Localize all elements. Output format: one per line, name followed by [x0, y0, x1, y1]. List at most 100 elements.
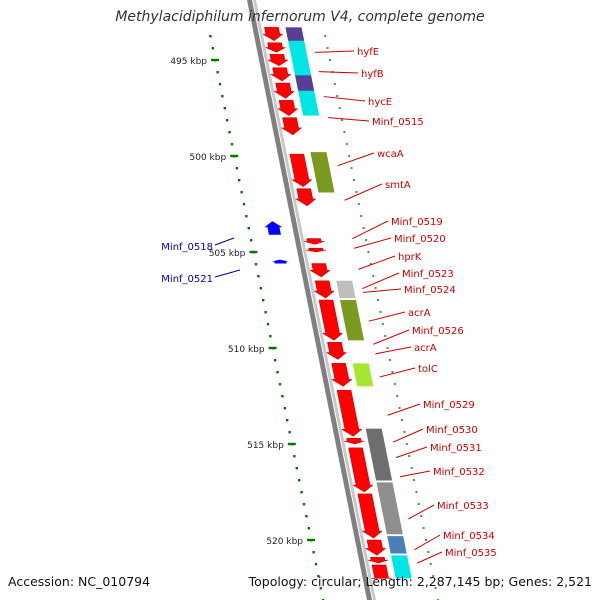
- track-dot: [240, 191, 243, 194]
- scale-tick: [211, 58, 219, 62]
- forward-gene-arrow: [273, 82, 295, 99]
- track-dot: [403, 431, 406, 433]
- forward-gene-arrow: [357, 493, 383, 539]
- track-dot: [415, 491, 418, 493]
- track-dot: [324, 35, 327, 37]
- track-dot: [420, 515, 423, 517]
- gene-label: hycE: [368, 97, 392, 108]
- gc-dot-track: [209, 35, 439, 600]
- track-dot: [343, 131, 346, 133]
- label-leader-line: [417, 551, 443, 564]
- track-dot: [266, 323, 270, 326]
- track-dot: [235, 167, 238, 170]
- scale-ticks: 495 kbp 500 kbp 505 kbp 510 kbp 515 kbp 520 k…: [170, 57, 315, 547]
- track-dot: [329, 59, 331, 61]
- track-dot: [305, 515, 308, 518]
- gene-track: [261, 27, 392, 579]
- track-dot: [274, 359, 277, 362]
- gene-label: Minf_0515: [372, 117, 424, 128]
- track-dot: [408, 455, 411, 457]
- track-dot: [427, 551, 430, 553]
- forward-gene-arrow: [294, 188, 317, 207]
- scale-tick-label: 510 kbp: [228, 345, 265, 355]
- label-leader-line: [315, 50, 355, 53]
- label-leader-line: [362, 272, 400, 290]
- scale-tick-label: 505 kbp: [209, 249, 246, 259]
- label-leader-line: [375, 346, 412, 355]
- track-dot: [391, 371, 394, 373]
- scale-tick: [249, 250, 258, 254]
- cog-block: [365, 428, 393, 481]
- forward-gene-arrow: [336, 389, 363, 437]
- track-dot: [319, 587, 322, 590]
- label-leader-line: [373, 329, 410, 345]
- cog-block: [340, 300, 365, 341]
- gene-label: acrA: [414, 343, 437, 354]
- track-dot: [276, 371, 279, 374]
- label-leader-line: [379, 367, 416, 378]
- label-leader-line: [368, 311, 406, 322]
- gene-label: acrA: [408, 308, 431, 319]
- reverse-gene-arrow: [271, 259, 290, 264]
- gene-label: Minf_0524: [404, 285, 456, 296]
- track-dot: [398, 407, 401, 409]
- gene-label: Minf_0519: [391, 217, 443, 228]
- accession-text: Accession: NC_010794: [8, 574, 151, 589]
- track-dot: [218, 83, 222, 86]
- label-leader-line: [363, 288, 402, 293]
- forward-gene-arrow: [348, 447, 374, 493]
- gene-label: smtA: [385, 180, 411, 191]
- cog-block: [295, 75, 315, 91]
- track-dot: [333, 83, 336, 85]
- forward-gene-arrow: [344, 437, 365, 445]
- scale-tick: [307, 538, 315, 542]
- cog-block: [285, 27, 305, 41]
- scale-tick-label: 495 kbp: [170, 57, 207, 67]
- track-dot: [413, 479, 415, 481]
- track-dot: [379, 311, 382, 313]
- gene-label: Minf_0535: [445, 548, 497, 559]
- track-dot: [288, 431, 291, 434]
- track-dot: [257, 275, 260, 278]
- track-dot: [365, 239, 367, 241]
- forward-gene-arrow: [371, 564, 392, 579]
- track-dot: [278, 383, 282, 386]
- gene-label: Minf_0532: [433, 467, 485, 478]
- track-dot: [341, 119, 343, 121]
- forward-gene-arrow: [309, 263, 331, 278]
- gene-label: Minf_0518: [161, 242, 213, 253]
- track-dot: [286, 419, 289, 422]
- cog-block: [336, 280, 356, 299]
- track-dot: [410, 467, 413, 469]
- track-dot: [377, 299, 379, 301]
- cog-block: [310, 152, 335, 193]
- label-leader-line: [392, 428, 424, 443]
- scale-tick: [287, 442, 296, 446]
- track-dot: [307, 527, 310, 530]
- gene-label: Minf_0521: [161, 274, 213, 285]
- track-dot: [381, 323, 384, 325]
- track-dot: [386, 347, 389, 349]
- label-leader-line: [214, 237, 235, 246]
- forward-gene-arrow: [305, 247, 327, 253]
- track-dot: [338, 107, 341, 109]
- backbone: [247, 0, 376, 600]
- cog-block: [376, 482, 403, 535]
- cog-block: [285, 27, 320, 116]
- track-dot: [209, 35, 212, 38]
- label-leader-line: [344, 183, 383, 201]
- gene-label: Minf_0529: [423, 400, 475, 411]
- forward-gene-arrow: [289, 153, 313, 188]
- track-dot: [326, 47, 329, 49]
- track-dot: [264, 311, 267, 314]
- backbone-line: [247, 0, 372, 600]
- scale-tick-label: 515 kbp: [247, 441, 284, 451]
- track-dot: [223, 107, 226, 110]
- track-dot: [269, 335, 272, 338]
- scale-tick: [230, 154, 239, 158]
- forward-gene-arrow: [265, 42, 286, 53]
- track-dot: [350, 167, 353, 169]
- label-leader-line: [399, 470, 431, 478]
- gene-label: Minf_0531: [430, 443, 482, 454]
